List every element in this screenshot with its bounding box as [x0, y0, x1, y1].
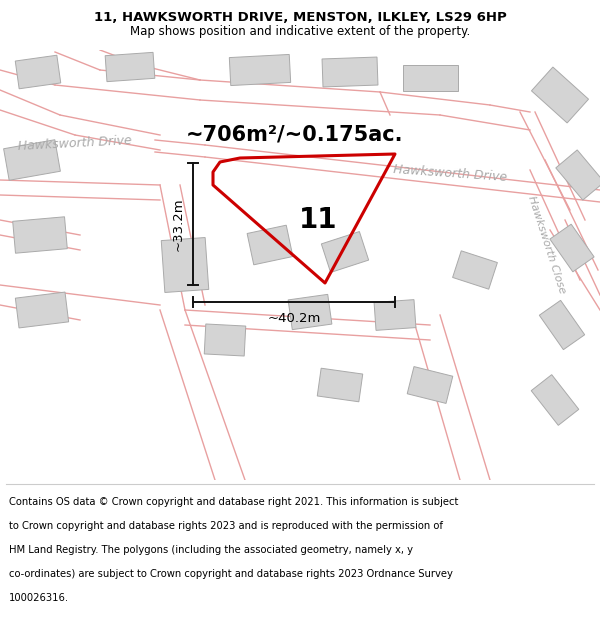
Text: ~40.2m: ~40.2m	[268, 311, 320, 324]
Text: Hawksworth Drive: Hawksworth Drive	[392, 162, 508, 184]
Text: ~706m²/~0.175ac.: ~706m²/~0.175ac.	[186, 125, 404, 145]
Bar	[204, 324, 246, 356]
Bar	[15, 55, 61, 89]
Bar	[556, 150, 600, 200]
Text: Hawksworth Close: Hawksworth Close	[526, 195, 568, 295]
Bar	[531, 374, 579, 426]
Text: co-ordinates) are subject to Crown copyright and database rights 2023 Ordnance S: co-ordinates) are subject to Crown copyr…	[9, 569, 453, 579]
Bar	[16, 292, 68, 328]
Bar	[4, 140, 61, 180]
Bar	[532, 67, 589, 123]
Bar	[539, 301, 584, 349]
Bar	[317, 368, 363, 402]
Bar	[161, 238, 209, 292]
Text: Hawksworth Drive: Hawksworth Drive	[17, 134, 133, 154]
Text: Map shows position and indicative extent of the property.: Map shows position and indicative extent…	[130, 24, 470, 38]
Bar	[322, 57, 378, 87]
Bar	[403, 65, 458, 91]
Text: 11, HAWKSWORTH DRIVE, MENSTON, ILKLEY, LS29 6HP: 11, HAWKSWORTH DRIVE, MENSTON, ILKLEY, L…	[94, 11, 506, 24]
Bar	[247, 225, 293, 265]
Text: 11: 11	[299, 206, 337, 234]
Text: ~33.2m: ~33.2m	[172, 198, 185, 251]
Bar	[105, 52, 155, 82]
Text: HM Land Registry. The polygons (including the associated geometry, namely x, y: HM Land Registry. The polygons (includin…	[9, 545, 413, 555]
Bar	[13, 217, 67, 253]
Bar	[407, 367, 453, 403]
Text: 100026316.: 100026316.	[9, 593, 69, 603]
Bar	[229, 54, 290, 86]
Text: Contains OS data © Crown copyright and database right 2021. This information is : Contains OS data © Crown copyright and d…	[9, 498, 458, 508]
Bar	[550, 224, 594, 272]
Bar	[322, 231, 368, 272]
Bar	[288, 294, 332, 329]
Bar	[452, 251, 497, 289]
Bar	[374, 299, 416, 331]
Text: to Crown copyright and database rights 2023 and is reproduced with the permissio: to Crown copyright and database rights 2…	[9, 521, 443, 531]
